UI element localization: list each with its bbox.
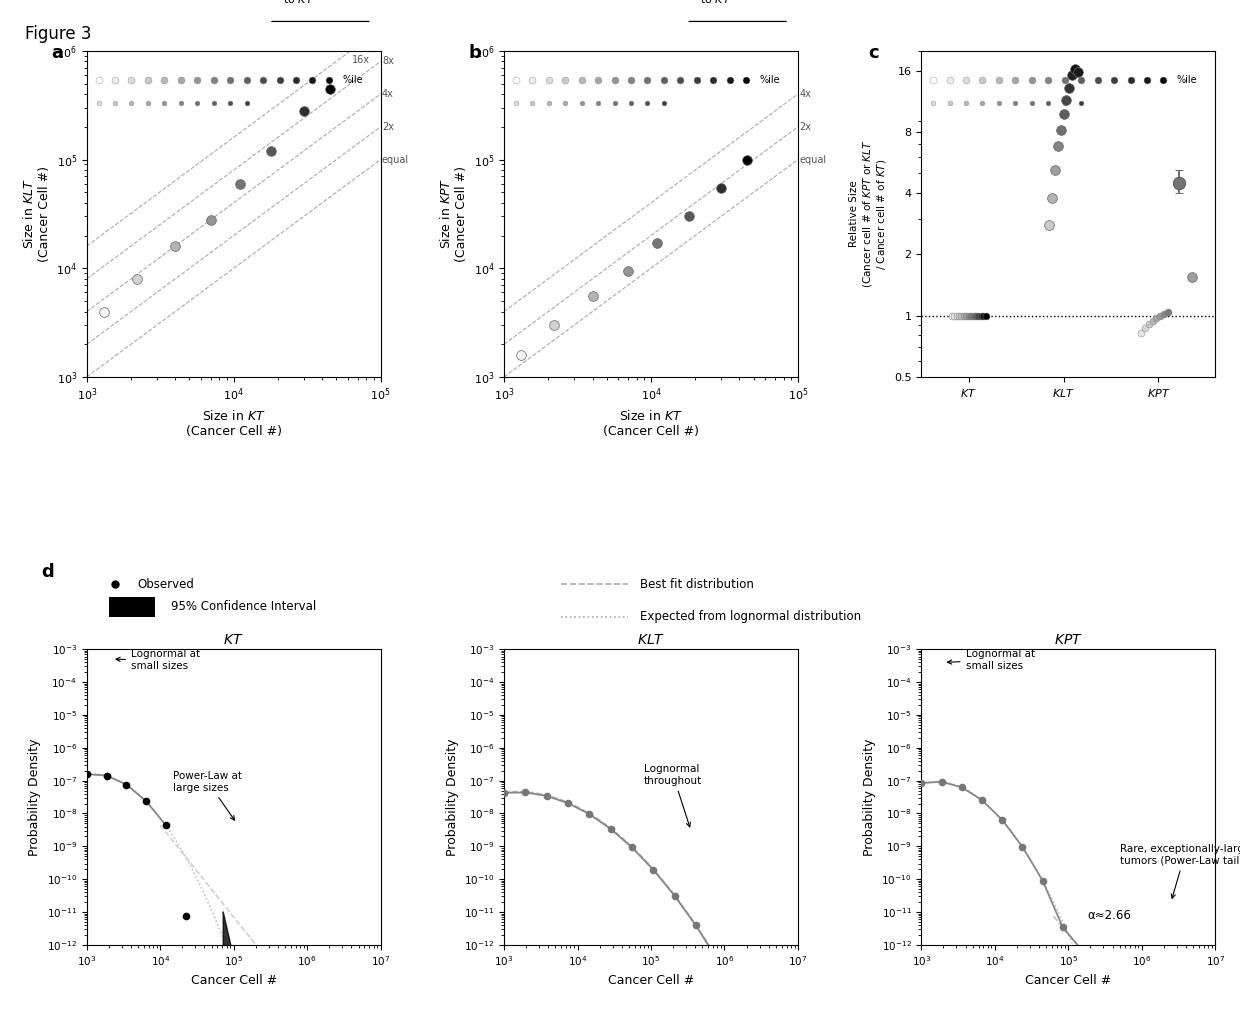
Text: 16x: 16x — [352, 55, 370, 65]
Text: 4x: 4x — [382, 89, 394, 100]
Text: Lognormal at
small sizes: Lognormal at small sizes — [117, 649, 200, 671]
Text: Lognormal at
small sizes: Lognormal at small sizes — [947, 649, 1034, 671]
Text: d: d — [42, 563, 55, 581]
Title: $KLT$: $KLT$ — [637, 633, 665, 647]
Text: Expected from lognormal distribution: Expected from lognormal distribution — [640, 611, 861, 623]
Text: Rare, exceptionally-large
tumors (Power-Law tail): Rare, exceptionally-large tumors (Power-… — [1120, 844, 1240, 898]
Text: 2x: 2x — [800, 122, 811, 132]
Text: %ile: %ile — [760, 75, 780, 85]
Text: 2x: 2x — [382, 122, 394, 132]
Text: equal: equal — [800, 154, 826, 165]
Text: %ile: %ile — [342, 75, 363, 85]
Text: Size Relative
to $KT$: Size Relative to $KT$ — [263, 0, 335, 5]
Text: Best fit distribution: Best fit distribution — [640, 578, 754, 590]
Y-axis label: Probability Density: Probability Density — [445, 739, 459, 855]
Text: Figure 3: Figure 3 — [25, 25, 92, 44]
Text: 95% Confidence Interval: 95% Confidence Interval — [171, 600, 316, 614]
X-axis label: Cancer Cell #: Cancer Cell # — [191, 974, 277, 987]
Text: a: a — [52, 45, 63, 62]
Title: $KT$: $KT$ — [223, 633, 244, 647]
Y-axis label: Size in $KLT$
(Cancer Cell #): Size in $KLT$ (Cancer Cell #) — [22, 166, 51, 262]
Bar — [109, 597, 155, 617]
Text: %ile: %ile — [1177, 75, 1198, 85]
Text: 8x: 8x — [382, 56, 394, 66]
Text: b: b — [469, 45, 481, 62]
Text: c: c — [868, 45, 879, 62]
X-axis label: Size in $KT$
(Cancer Cell #): Size in $KT$ (Cancer Cell #) — [186, 408, 281, 438]
X-axis label: Cancer Cell #: Cancer Cell # — [608, 974, 694, 987]
Text: 4x: 4x — [800, 89, 811, 100]
Text: Lognormal
throughout: Lognormal throughout — [644, 764, 702, 827]
Text: Observed: Observed — [138, 578, 195, 590]
Title: $KPT$: $KPT$ — [1054, 633, 1083, 647]
Text: Size Relative
to $KT$: Size Relative to $KT$ — [680, 0, 751, 5]
Text: α≈2.66: α≈2.66 — [1087, 909, 1131, 923]
Text: Power-Law at
large sizes: Power-Law at large sizes — [174, 771, 242, 820]
Y-axis label: Relative Size
(Cancer cell # of $KPT$ or $KLT$
/ Cancer cell # of $KT$): Relative Size (Cancer cell # of $KPT$ or… — [848, 139, 888, 289]
X-axis label: Size in $KT$
(Cancer Cell #): Size in $KT$ (Cancer Cell #) — [603, 408, 699, 438]
Y-axis label: Probability Density: Probability Density — [863, 739, 875, 855]
Text: equal: equal — [382, 154, 409, 165]
Y-axis label: Probability Density: Probability Density — [29, 739, 41, 855]
X-axis label: Cancer Cell #: Cancer Cell # — [1025, 974, 1111, 987]
Y-axis label: Size in $KPT$
(Cancer Cell #): Size in $KPT$ (Cancer Cell #) — [439, 166, 467, 262]
